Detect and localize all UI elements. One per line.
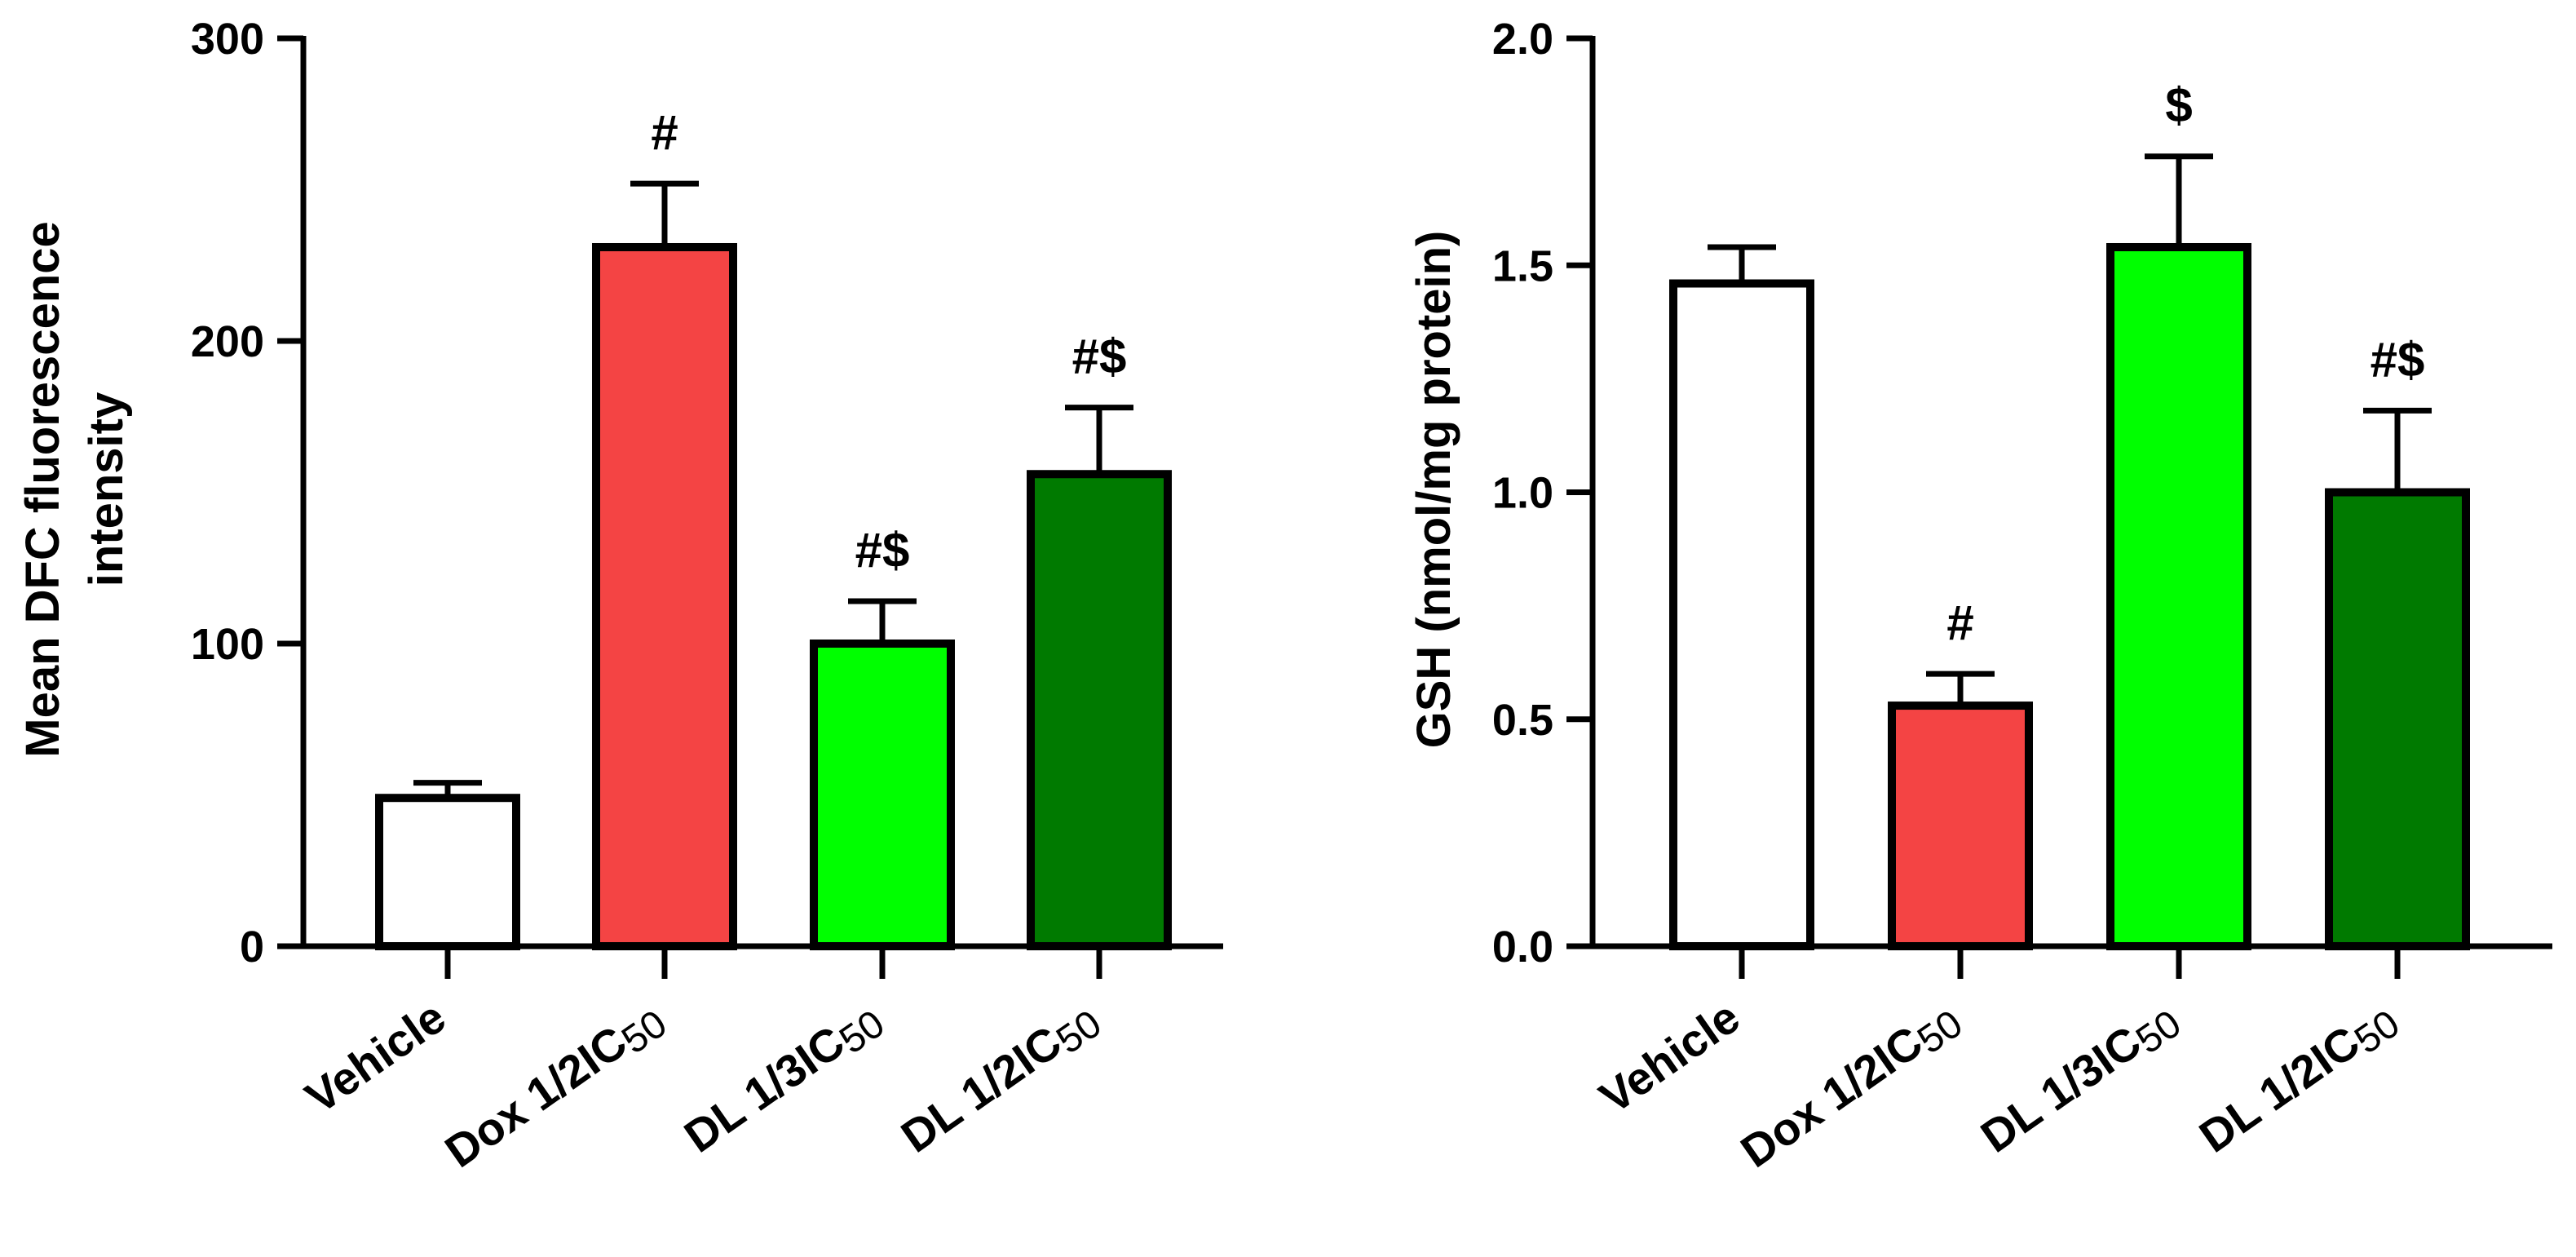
chart0-y-tick-label: 300 bbox=[191, 15, 264, 64]
chart1-y-tick-label: 1.0 bbox=[1492, 469, 1553, 518]
chart0-y-axis-label: intensity bbox=[80, 392, 133, 587]
chart0-y-tick-label: 100 bbox=[191, 620, 264, 669]
chart1-y-tick-label: 2.0 bbox=[1492, 15, 1553, 64]
chart0-y-axis-label: Mean DFC fluorescence bbox=[16, 221, 69, 758]
chart1-category-label: DL 1/3IC50 bbox=[1972, 991, 2189, 1167]
chart0-category-label: DL 1/2IC50 bbox=[892, 991, 1110, 1167]
chart0-bar bbox=[592, 242, 737, 950]
chart0-y-tick-label: 200 bbox=[191, 317, 264, 366]
chart-dfc-fluorescence: 0 100 200 300 Mean DFC fluorescence intensity… bbox=[16, 15, 1223, 1182]
chart0-significance-label: #$ bbox=[855, 523, 910, 578]
chart0-bar bbox=[810, 640, 955, 950]
chart1-bar bbox=[1888, 702, 2033, 950]
chart0-significance-label: # bbox=[651, 105, 678, 160]
chart1-category-label: DL 1/2IC50 bbox=[2190, 991, 2408, 1167]
chart1-significance-label: # bbox=[1946, 595, 1973, 650]
chart-gsh: 0.0 0.5 1.0 1.5 2.0 GSH (nmol/mg protein) Vehi… bbox=[1407, 15, 2552, 1182]
chart1-bar bbox=[1669, 279, 1814, 950]
chart0-y-tick-label: 0 bbox=[240, 923, 264, 972]
chart1-y-tick-label: 1.5 bbox=[1492, 241, 1553, 290]
chart1-y-axis-label: GSH (nmol/mg protein) bbox=[1407, 231, 1460, 749]
chart1-bar bbox=[2325, 488, 2470, 950]
chart1-y-tick-label: 0.0 bbox=[1492, 923, 1553, 972]
chart0-bar bbox=[375, 794, 520, 951]
chart0-bar bbox=[1027, 470, 1172, 950]
chart1-category-label: Vehicle bbox=[1590, 991, 1748, 1123]
chart0-category-label: Dox 1/2IC50 bbox=[435, 991, 674, 1182]
chart1-bar bbox=[2106, 242, 2251, 950]
chart0-significance-label: #$ bbox=[1072, 330, 1127, 384]
chart0-category-label: DL 1/3IC50 bbox=[675, 991, 893, 1167]
chart0-category-label: Vehicle bbox=[296, 991, 454, 1123]
chart1-category-label: Dox 1/2IC50 bbox=[1731, 991, 1970, 1182]
chart1-significance-label: #$ bbox=[2371, 332, 2425, 387]
chart1-y-tick-label: 0.5 bbox=[1492, 696, 1553, 745]
chart1-significance-label: $ bbox=[2165, 78, 2192, 133]
